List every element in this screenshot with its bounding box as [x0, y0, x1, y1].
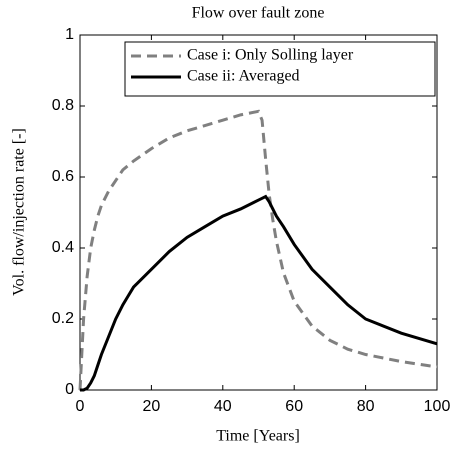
y-tick-label: 0 [65, 381, 74, 398]
legend-label: Case i: Only Solling layer [187, 47, 354, 64]
x-tick-label: 80 [357, 398, 375, 415]
x-tick-label: 20 [143, 398, 161, 415]
x-tick-label: 40 [214, 398, 232, 415]
y-tick-label: 0.4 [52, 239, 74, 256]
y-tick-label: 0.8 [52, 97, 74, 114]
y-axis-label: Vol. flow/injection rate [-] [11, 128, 28, 296]
data-line [80, 194, 438, 392]
legend-label: Case ii: Averaged [187, 68, 300, 85]
data-line [78, 109, 438, 391]
y-tick-label: 0.6 [52, 168, 74, 185]
x-tick-label: 0 [76, 398, 85, 415]
y-tick-label: 1 [65, 26, 74, 43]
chart-title: Flow over fault zone [192, 5, 325, 22]
x-tick-label: 100 [424, 398, 451, 415]
y-tick-label: 0.2 [52, 310, 74, 327]
plot-frame [79, 34, 438, 391]
x-axis-label: Time [Years] [216, 428, 300, 445]
legend-box [124, 41, 436, 97]
x-tick-label: 60 [285, 398, 303, 415]
